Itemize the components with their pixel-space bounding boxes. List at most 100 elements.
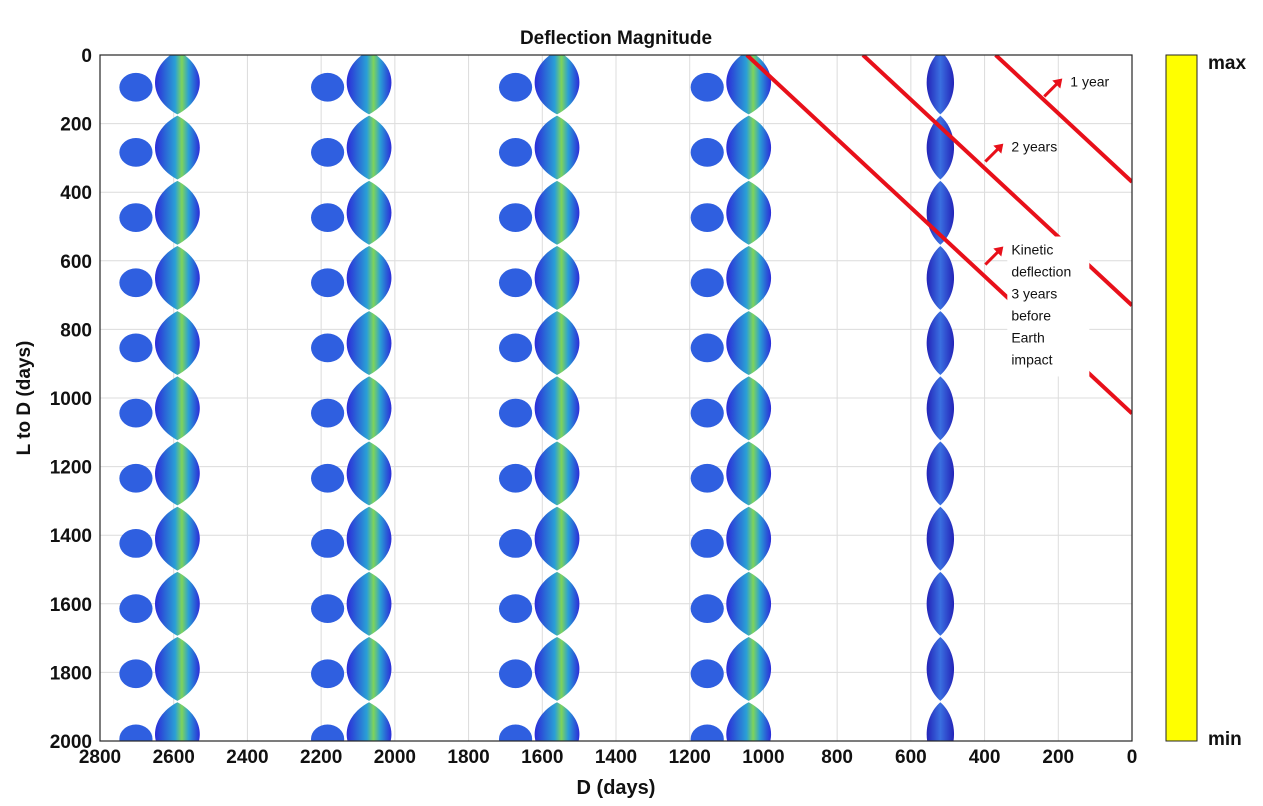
x-tick-label: 1200 <box>669 747 711 768</box>
x-tick-label: 2200 <box>300 747 342 768</box>
arrow-head-icon <box>993 246 1004 257</box>
y-axis-ticks: 0 200 400 600 800 1000 1200 1400 1600 1800 2000 <box>50 46 92 753</box>
heatmap-wing <box>311 463 345 493</box>
annotation-text: Earth <box>1011 330 1044 346</box>
heatmap-wing <box>311 72 345 102</box>
annotation-text: deflection <box>1011 264 1071 280</box>
heatmap-wing <box>498 463 533 493</box>
heatmap-wing <box>498 72 533 102</box>
heatmap-wing <box>498 724 533 741</box>
heatmap-lobe <box>534 180 580 245</box>
heatmap-lobe <box>346 115 392 180</box>
heatmap-lobe <box>726 311 772 376</box>
x-tick-label: 200 <box>1042 747 1074 768</box>
heatmap-lobe <box>155 115 200 180</box>
heatmap-wing <box>498 529 533 558</box>
heatmap-lobe <box>535 767 580 801</box>
heatmap-lobe <box>155 180 200 245</box>
heatmap-lobe <box>534 311 580 376</box>
heatmap-wing <box>691 790 724 801</box>
annotation-text: Kinetic <box>1011 242 1053 258</box>
annotation-text: before <box>1011 308 1051 324</box>
heatmap-wing <box>499 790 532 801</box>
plot-border <box>99 54 1133 742</box>
heatmap-lobe <box>534 441 580 506</box>
heatmap-wing <box>311 529 345 558</box>
heatmap-lobe <box>534 571 580 636</box>
arrow-icon <box>1043 81 1060 98</box>
x-axis-label: D (days) <box>577 777 656 799</box>
heatmap-lobe <box>346 376 392 441</box>
x-tick-label: 2400 <box>226 747 268 768</box>
heatmap-lobe <box>926 441 955 506</box>
heatmap-lobe <box>927 767 954 801</box>
heatmap-lobe <box>155 311 200 376</box>
heatmap-wing <box>690 594 724 623</box>
heatmap-lobe <box>726 115 772 180</box>
heatmap-lobe <box>346 571 392 636</box>
heatmap-wing <box>119 72 153 102</box>
heatmap-wing <box>119 398 153 428</box>
heatmap-lobe <box>534 637 580 701</box>
heatmap-lobe <box>346 246 392 310</box>
heatmap-wing <box>690 659 724 689</box>
annotations: 1 year 2 years Kinetic deflection 3 years bef… <box>984 73 1110 377</box>
colorbar-min-label: min <box>1208 729 1242 750</box>
heatmap-lobe <box>726 441 772 506</box>
heatmap-wing <box>311 398 345 428</box>
heatmap-lobe <box>346 441 392 506</box>
heatmap-lobe <box>155 376 200 441</box>
annotation-text: 3 years <box>1011 286 1057 302</box>
heatmap-wing <box>498 138 533 167</box>
heatmap-wing <box>119 138 153 167</box>
arrow-head-icon <box>993 143 1004 154</box>
heatmap-lobe <box>726 571 772 636</box>
heatmap-wing <box>690 138 724 167</box>
arrow-icon <box>984 249 1001 266</box>
heatmap-lobe <box>155 637 200 701</box>
x-axis-ticks: 2800 2600 2400 2200 2000 1800 1600 1400 1200 1000… <box>79 747 1137 768</box>
x-tick-label: 1000 <box>742 747 784 768</box>
heatmap-wing <box>119 724 153 741</box>
heatmap-lobe <box>155 767 200 801</box>
heatmap-lobe <box>726 180 772 245</box>
x-tick-label: 2600 <box>153 747 195 768</box>
y-tick-label: 600 <box>60 252 92 273</box>
chart-title: Deflection Magnitude <box>520 28 712 49</box>
arrow-icon <box>984 146 1001 163</box>
heatmap-lobe <box>726 376 772 441</box>
heatmap-lobe <box>155 246 200 310</box>
heatmap-wing <box>498 268 533 298</box>
heatmap-lobe <box>726 246 772 310</box>
y-tick-label: 1600 <box>50 595 92 616</box>
heatmap-wing <box>498 594 533 623</box>
y-tick-label: 1800 <box>50 663 92 684</box>
heatmap-lobe <box>347 767 392 801</box>
x-tick-label: 600 <box>895 747 927 768</box>
x-tick-label: 2800 <box>79 747 121 768</box>
heatmap-lobe <box>155 55 200 115</box>
heatmap-lobe <box>534 376 580 441</box>
heatmap-wing <box>119 333 153 363</box>
data-regions <box>119 55 955 801</box>
heatmap-lobe <box>726 767 771 801</box>
heatmap-lobe <box>926 55 954 115</box>
y-tick-label: 1200 <box>50 458 92 479</box>
heatmap-wing <box>311 138 345 167</box>
y-tick-label: 0 <box>81 46 92 67</box>
heatmap-lobe <box>726 637 772 701</box>
heatmap-lobe <box>346 506 392 571</box>
annotation-text: 2 years <box>1011 139 1057 155</box>
y-tick-label: 200 <box>60 115 92 136</box>
heatmap-wing <box>690 529 724 558</box>
heatmap-lobe <box>346 55 392 115</box>
heatmap-lobe <box>155 506 200 571</box>
heatmap-wing <box>311 268 345 298</box>
x-tick-label: 1600 <box>521 747 563 768</box>
heatmap-lobe <box>534 506 580 571</box>
heatmap-lobe <box>346 637 392 701</box>
y-tick-label: 400 <box>60 183 92 204</box>
y-axis-label: L to D (days) <box>14 341 35 456</box>
heatmap-wing <box>690 203 724 232</box>
heatmap-wing <box>498 398 533 428</box>
